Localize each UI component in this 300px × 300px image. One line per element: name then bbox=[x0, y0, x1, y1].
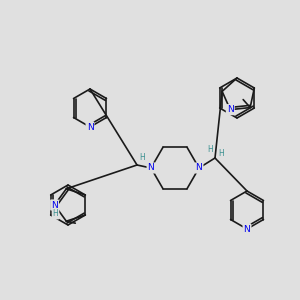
Text: N: N bbox=[196, 164, 202, 172]
Text: N: N bbox=[227, 105, 234, 114]
Text: H: H bbox=[139, 154, 145, 163]
Text: H: H bbox=[218, 149, 224, 158]
Text: N: N bbox=[51, 200, 58, 209]
Text: H: H bbox=[207, 146, 213, 154]
Text: H: H bbox=[53, 209, 58, 218]
Text: N: N bbox=[148, 164, 154, 172]
Text: N: N bbox=[244, 224, 250, 233]
Text: N: N bbox=[87, 122, 93, 131]
